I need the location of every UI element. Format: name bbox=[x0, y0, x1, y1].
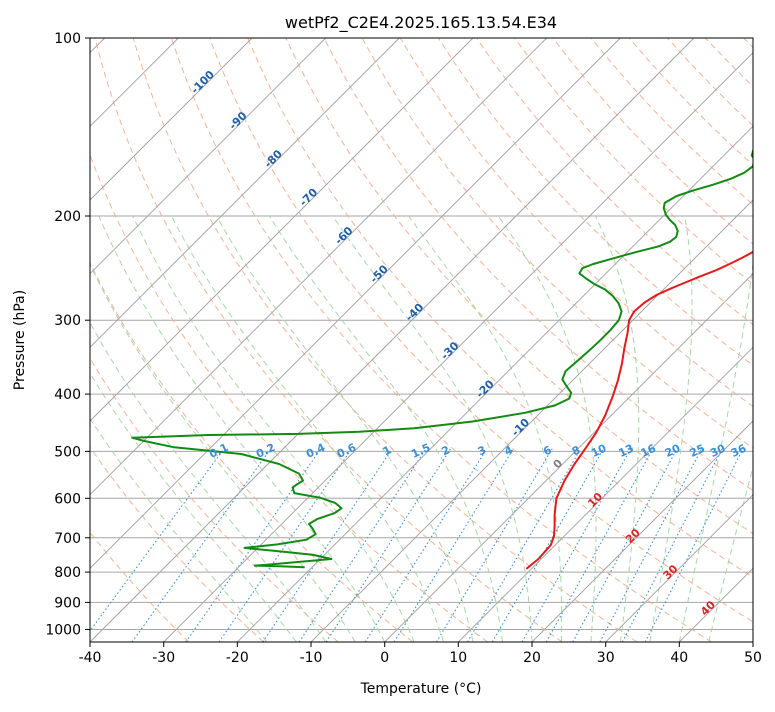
y-axis-label: Pressure (hPa) bbox=[12, 290, 28, 390]
y-tick-label: 200 bbox=[54, 209, 81, 225]
y-tick-label: 900 bbox=[54, 595, 81, 611]
chart-title: wetPf2_C2E4.2025.165.13.54.E34 bbox=[285, 13, 557, 33]
x-tick-label: 10 bbox=[449, 650, 467, 666]
y-tick-label: 800 bbox=[54, 565, 81, 581]
x-tick-label: -10 bbox=[300, 650, 323, 666]
y-tick-label: 600 bbox=[54, 491, 81, 507]
x-tick-label: 50 bbox=[744, 650, 762, 666]
x-tick-label: -40 bbox=[79, 650, 102, 666]
x-tick-label: 0 bbox=[380, 650, 389, 666]
x-tick-label: -20 bbox=[226, 650, 249, 666]
x-axis-label: Temperature (°C) bbox=[360, 681, 482, 697]
x-tick-label: 40 bbox=[670, 650, 688, 666]
x-tick-label: -30 bbox=[152, 650, 175, 666]
x-tick-label: 30 bbox=[597, 650, 615, 666]
y-tick-label: 500 bbox=[54, 444, 81, 460]
y-tick-label: 100 bbox=[54, 31, 81, 47]
y-tick-label: 300 bbox=[54, 313, 81, 329]
x-tick-label: 20 bbox=[523, 650, 541, 666]
y-tick-label: 700 bbox=[54, 531, 81, 547]
y-tick-label: 1000 bbox=[45, 623, 81, 639]
y-tick-label: 400 bbox=[54, 387, 81, 403]
